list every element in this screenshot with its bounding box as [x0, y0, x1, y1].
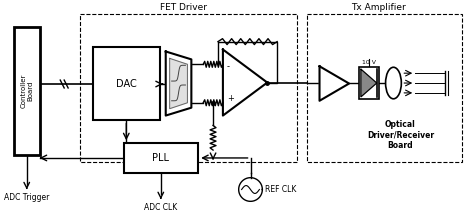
Bar: [359, 67, 379, 99]
Polygon shape: [170, 58, 187, 109]
Text: 10 V: 10 V: [362, 60, 376, 65]
Text: Tx Amplifier: Tx Amplifier: [351, 3, 406, 12]
Bar: [80, 14, 297, 162]
Bar: [124, 143, 198, 173]
Text: DAC: DAC: [116, 79, 137, 89]
Ellipse shape: [385, 67, 401, 99]
Text: Optical
Driver/Receiver
Board: Optical Driver/Receiver Board: [367, 121, 434, 150]
Polygon shape: [361, 69, 377, 97]
Text: REF CLK: REF CLK: [265, 185, 297, 194]
Polygon shape: [223, 49, 267, 116]
Text: ADC CLK: ADC CLK: [144, 203, 177, 212]
Text: +: +: [227, 94, 234, 103]
Polygon shape: [166, 51, 191, 116]
Text: FET Driver: FET Driver: [160, 3, 207, 12]
Text: ADC Trigger: ADC Trigger: [4, 193, 49, 203]
Bar: [93, 47, 160, 121]
Text: PLL: PLL: [152, 153, 169, 163]
Bar: [307, 14, 463, 162]
Text: -: -: [227, 62, 230, 71]
Polygon shape: [319, 66, 349, 101]
Bar: [14, 27, 39, 155]
Text: Controller
Board: Controller Board: [20, 74, 33, 108]
